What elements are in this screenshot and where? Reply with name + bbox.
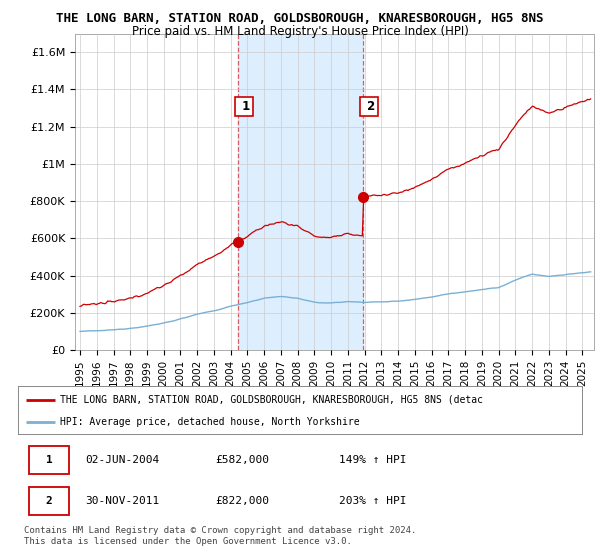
Text: 1: 1 (238, 100, 250, 113)
Text: 2: 2 (46, 496, 52, 506)
Text: 30-NOV-2011: 30-NOV-2011 (86, 496, 160, 506)
Text: 02-JUN-2004: 02-JUN-2004 (86, 455, 160, 465)
Text: £582,000: £582,000 (215, 455, 269, 465)
Text: £822,000: £822,000 (215, 496, 269, 506)
Bar (29, 446, 69, 474)
Bar (238, 34, 363, 350)
Text: 2: 2 (363, 100, 376, 113)
Text: 203% ↑ HPI: 203% ↑ HPI (340, 496, 407, 506)
Text: 149% ↑ HPI: 149% ↑ HPI (340, 455, 407, 465)
Bar (29, 487, 69, 515)
Text: HPI: Average price, detached house, North Yorkshire: HPI: Average price, detached house, Nort… (60, 417, 360, 427)
Text: Price paid vs. HM Land Registry's House Price Index (HPI): Price paid vs. HM Land Registry's House … (131, 25, 469, 38)
Text: Contains HM Land Registry data © Crown copyright and database right 2024.
This d: Contains HM Land Registry data © Crown c… (24, 526, 416, 546)
Text: 1: 1 (46, 455, 52, 465)
Text: THE LONG BARN, STATION ROAD, GOLDSBOROUGH, KNARESBOROUGH, HG5 8NS (detac: THE LONG BARN, STATION ROAD, GOLDSBOROUG… (60, 395, 484, 405)
Text: THE LONG BARN, STATION ROAD, GOLDSBOROUGH, KNARESBOROUGH, HG5 8NS: THE LONG BARN, STATION ROAD, GOLDSBOROUG… (56, 12, 544, 25)
